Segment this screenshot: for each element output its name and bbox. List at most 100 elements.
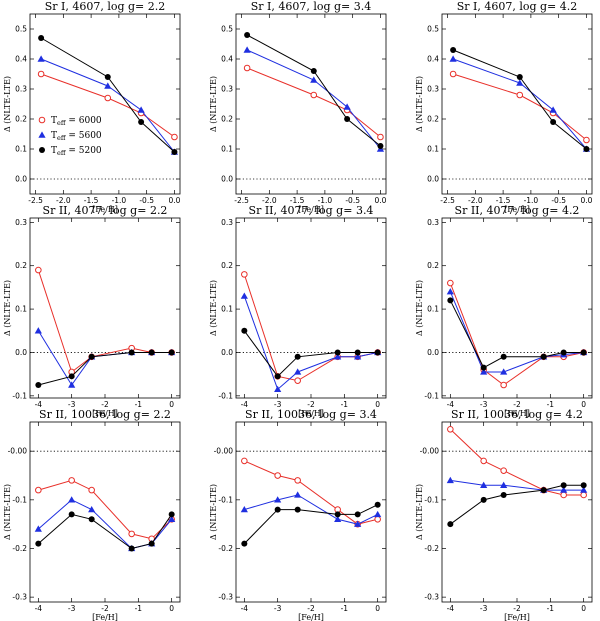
x-axis-label: [Fe/H] [504,409,530,418]
data-point [480,496,487,503]
series-line [38,351,172,386]
y-tick-label: 0.2 [15,261,27,270]
data-point [540,487,547,494]
data-point [35,266,42,274]
y-tick-label: -0.1 [424,495,439,504]
data-point [580,349,587,356]
y-tick-label: 0.3 [427,85,439,94]
chart-panel: Sr II, 10036, log g= 3.4 -4 -3 -2 -1 0 -0.3 -0.… [209,408,387,621]
data-series [35,511,175,552]
series-line [450,479,584,491]
series-line [244,494,378,525]
x-tick-label: -1 [341,604,349,613]
x-tick-label: -3 [68,604,76,613]
plot-frame [29,13,181,195]
y-tick-label: 0.5 [15,25,27,34]
y-axis-label: Δ (NLTE-LTE) [3,76,12,132]
series-line [38,513,173,550]
x-tick-label: 0.0 [580,196,592,205]
chart-title: Sr I, 4607, log g= 3.4 [251,0,372,13]
y-tick-label: 0.3 [221,218,233,227]
data-point [68,381,76,388]
x-tick-label: -3 [480,400,488,409]
data-point [148,540,155,547]
legend-marker [38,131,46,138]
series-line [452,58,587,150]
chart-panel: Sr II, 10036, log g= 2.2 -4 -3 -2 -1 0 -0.3 -0.… [3,408,181,621]
x-tick-label: 0 [169,400,174,409]
legend-subscript: eff [57,119,67,127]
y-tick-label: 0.0 [427,348,439,357]
data-point [294,506,301,513]
x-tick-label: -4 [447,604,455,613]
legend-symbol: T [51,131,57,141]
chart-panel: Sr I, 4607, log g= 4.2 -2.5 -2.0 -1.5 -1.0 -0… [415,0,593,214]
y-tick-label: 0.2 [221,261,233,270]
data-point [68,511,75,518]
data-point [34,327,42,334]
chart-title: Sr II, 4077, log g= 3.4 [249,204,374,217]
y-tick-label: -0.00 [214,447,234,456]
data-point [354,349,361,356]
data-point [243,64,251,72]
data-point [480,368,488,375]
series-line [449,428,584,496]
data-point [516,79,524,86]
y-tick-label: 0.1 [427,305,439,314]
data-point [450,47,457,53]
y-tick-label: -0.2 [424,544,439,553]
x-tick-label: -2 [101,400,109,409]
x-tick-label: -2.5 [28,196,43,205]
x-tick-label: 0.0 [168,196,180,205]
data-point [128,530,135,538]
data-point [580,491,587,499]
y-tick-label: 0.1 [427,145,439,154]
data-point [294,491,302,498]
x-tick-label: -1 [547,604,555,613]
data-series [449,55,591,152]
x-tick-label: -2.0 [262,196,277,205]
data-point [500,481,508,488]
x-tick-label: -2 [101,604,109,613]
data-point [560,486,568,493]
y-tick-label: 0.5 [427,25,439,34]
data-point [240,505,248,513]
y-tick-label: 0.4 [15,55,27,64]
y-tick-label: 0.4 [427,55,439,64]
y-axis-label: Δ (NLTE-LTE) [209,484,218,540]
chart-title: Sr I, 4607, log g= 2.2 [45,0,166,13]
data-point [171,149,178,155]
data-point [294,353,301,360]
x-tick-label: -1.0 [112,196,127,205]
y-tick-label: 0.2 [15,115,27,124]
data-series [35,266,175,376]
y-tick-label: -0.3 [424,593,439,602]
data-point [168,511,175,518]
series-line [449,282,584,386]
data-point [274,506,281,513]
data-point [583,136,590,144]
y-tick-label: 0.1 [15,305,27,314]
y-tick-label: -0.1 [12,391,27,400]
x-axis-label: [Fe/H] [92,409,118,418]
x-tick-label: 0 [375,604,380,613]
data-series [241,501,381,547]
data-point [447,279,454,287]
chart-title: Sr II, 4077, log g= 4.2 [455,204,580,217]
y-tick-label: -0.2 [218,544,233,553]
x-tick-label: -2.0 [56,196,71,205]
data-point [580,486,588,493]
series-line [246,34,381,147]
data-point [241,271,248,278]
chart-title: Sr I, 4607, log g= 4.2 [457,0,578,13]
legend-label: Teff = 5200 [51,146,102,157]
data-point [354,520,362,527]
x-tick-label: -1.5 [496,196,511,205]
plot-frame [441,421,593,603]
data-point [35,540,42,547]
legend-label: Teff = 5600 [51,131,102,142]
data-series [243,64,384,141]
y-tick-label: 0.1 [15,145,27,154]
data-point [500,381,507,389]
